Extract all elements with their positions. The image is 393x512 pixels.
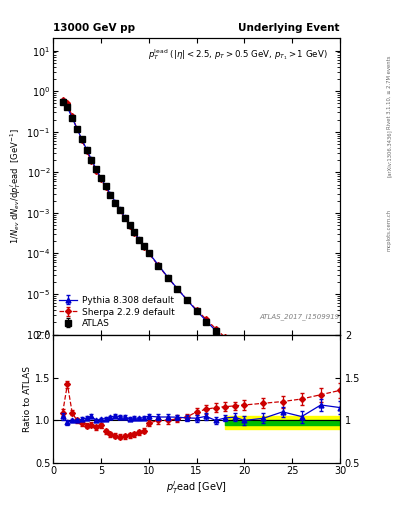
Y-axis label: $1/N_{ev}$ d$N_{ev}$/d$p_T^l$ead  [GeV$^{-1}$]: $1/N_{ev}$ d$N_{ev}$/d$p_T^l$ead [GeV$^{… (8, 129, 23, 244)
Text: Underlying Event: Underlying Event (239, 23, 340, 33)
Text: [arXiv:1306.3436]: [arXiv:1306.3436] (387, 130, 391, 178)
Text: ATLAS_2017_I1509919: ATLAS_2017_I1509919 (260, 313, 340, 320)
Text: mcplots.cern.ch: mcplots.cern.ch (387, 209, 391, 251)
Text: $p_T^{\rm lead}$ ($|\eta| < 2.5$, $p_T > 0.5$ GeV, $p_{T_1} > 1$ GeV): $p_T^{\rm lead}$ ($|\eta| < 2.5$, $p_T >… (148, 47, 327, 62)
Text: Rivet 3.1.10, ≥ 2.7M events: Rivet 3.1.10, ≥ 2.7M events (387, 55, 391, 129)
Y-axis label: Ratio to ATLAS: Ratio to ATLAS (23, 366, 32, 432)
Text: 13000 GeV pp: 13000 GeV pp (53, 23, 135, 33)
X-axis label: $p_T^l$ead [GeV]: $p_T^l$ead [GeV] (166, 479, 227, 496)
Legend: Pythia 8.308 default, Sherpa 2.2.9 default, ATLAS: Pythia 8.308 default, Sherpa 2.2.9 defau… (57, 294, 176, 330)
